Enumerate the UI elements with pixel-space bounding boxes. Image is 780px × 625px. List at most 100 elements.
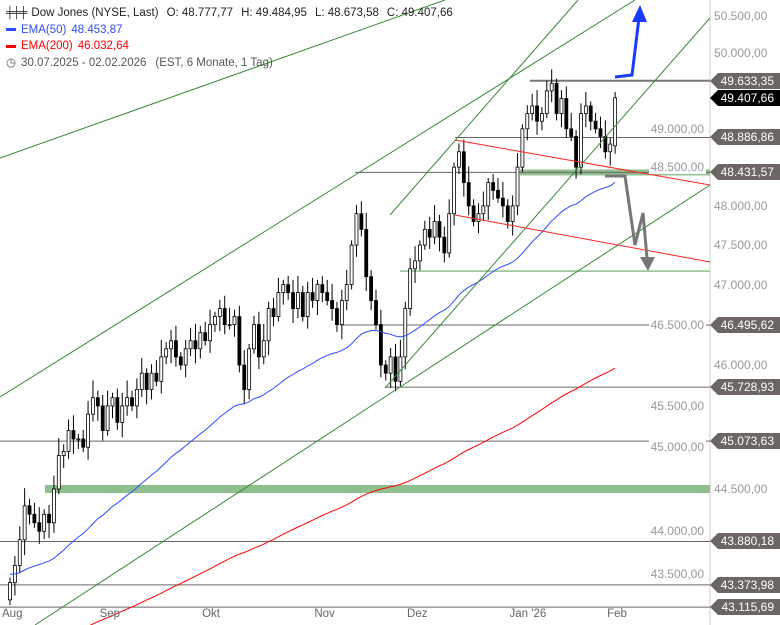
- candle: [335, 301, 339, 332]
- candle: [76, 433, 81, 449]
- candle-body: [315, 284, 320, 301]
- y-tick-label: 46.000,00: [714, 358, 768, 373]
- candle-body: [183, 348, 188, 366]
- candle: [496, 177, 500, 203]
- candle-body: [17, 539, 22, 566]
- y-tick-label: 44.000,00: [648, 524, 706, 539]
- y-tick-label: 50.500,00: [714, 9, 768, 24]
- y-tick-label: 48.500,00: [648, 160, 706, 175]
- candle: [422, 220, 427, 250]
- trend-line-short: [389, 0, 579, 216]
- candle-body: [281, 284, 286, 293]
- candle: [354, 205, 359, 257]
- candle-body: [481, 205, 486, 215]
- candle: [486, 177, 491, 220]
- candle: [261, 323, 266, 365]
- ema200-label: EMA(200): [21, 40, 73, 52]
- candle-body: [144, 372, 149, 390]
- price-level-tag: 43.880,18: [710, 533, 780, 550]
- price-level-tag: 49.633,35: [710, 72, 780, 89]
- candle-body: [525, 113, 530, 130]
- candle-body: [66, 430, 71, 452]
- candle-body: [178, 356, 183, 366]
- bearish-arrow: [605, 174, 649, 259]
- candle: [52, 475, 56, 533]
- candle: [174, 325, 178, 367]
- candle: [120, 392, 125, 438]
- candle: [583, 91, 588, 128]
- ema50-label: EMA(50): [21, 23, 67, 36]
- candle-body: [344, 284, 349, 301]
- y-tick-label: 45.500,00: [648, 398, 706, 413]
- candle: [457, 143, 461, 175]
- candle-body: [134, 389, 139, 407]
- support-zone-44500: [45, 485, 710, 493]
- red-channel-lower: [454, 214, 711, 263]
- candle-body: [125, 397, 130, 407]
- candle: [56, 438, 61, 495]
- candle-body: [164, 348, 169, 358]
- candle: [237, 305, 242, 373]
- candle-body: [37, 522, 42, 532]
- candle: [164, 341, 169, 365]
- candle: [296, 275, 300, 319]
- candle: [413, 246, 417, 284]
- candle-body: [413, 260, 417, 270]
- candle-body: [369, 276, 374, 301]
- candle-body: [466, 182, 471, 207]
- candle-body: [188, 340, 193, 350]
- candle-body: [388, 356, 393, 374]
- candle: [442, 226, 447, 263]
- candle: [266, 301, 271, 356]
- candle-body: [403, 308, 408, 358]
- red-channel: [454, 139, 711, 263]
- candle: [427, 216, 432, 249]
- candle-body: [496, 189, 500, 199]
- candle-body: [271, 308, 276, 317]
- candle-body: [95, 397, 100, 407]
- candle: [364, 212, 369, 291]
- candle-body: [208, 324, 212, 342]
- candle-body: [393, 356, 398, 382]
- candle: [247, 343, 252, 400]
- candle-body: [544, 90, 549, 114]
- candle: [588, 101, 593, 131]
- candle: [349, 240, 354, 290]
- price-level-tag: 48.886,86: [710, 129, 780, 146]
- candle-body: [442, 236, 447, 254]
- candle-body: [378, 324, 383, 366]
- candle-body: [91, 397, 95, 415]
- bullish-arrow: [614, 17, 641, 79]
- candle: [437, 214, 442, 252]
- candle-body: [598, 128, 603, 137]
- candle: [198, 325, 203, 359]
- candle-body: [56, 455, 61, 490]
- candle-body: [574, 136, 578, 168]
- candle-body: [8, 582, 12, 601]
- candle-body: [530, 105, 535, 114]
- high-value: H: 49.484,95: [241, 7, 307, 19]
- candle-body: [408, 268, 413, 309]
- candle: [8, 577, 12, 606]
- candle: [613, 91, 618, 154]
- candle-body: [159, 356, 164, 382]
- candle-body: [100, 405, 105, 432]
- candle-body: [559, 98, 564, 114]
- red-channel-upper: [454, 139, 711, 186]
- candle: [159, 339, 164, 394]
- price-level-tag: 43.115,69: [710, 599, 780, 616]
- candle-body: [22, 505, 27, 541]
- candle-body: [593, 120, 598, 130]
- trend-line-steep: [384, 17, 711, 389]
- candle-body: [500, 197, 505, 207]
- candle: [452, 162, 456, 226]
- candle: [17, 526, 22, 574]
- candle-body: [305, 292, 310, 317]
- candle: [408, 258, 413, 316]
- candle: [540, 107, 544, 131]
- candle: [115, 388, 120, 430]
- candle-body: [418, 244, 422, 262]
- candle: [418, 240, 422, 271]
- candle-body: [549, 82, 554, 92]
